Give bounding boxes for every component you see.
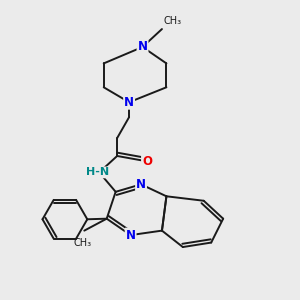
- Text: N: N: [137, 40, 148, 53]
- Text: N: N: [126, 229, 136, 242]
- Text: N: N: [136, 178, 146, 191]
- Text: H-N: H-N: [86, 167, 109, 177]
- Text: CH₃: CH₃: [164, 16, 181, 26]
- Text: O: O: [142, 155, 152, 168]
- Text: CH₃: CH₃: [74, 238, 92, 248]
- Text: N: N: [124, 96, 134, 109]
